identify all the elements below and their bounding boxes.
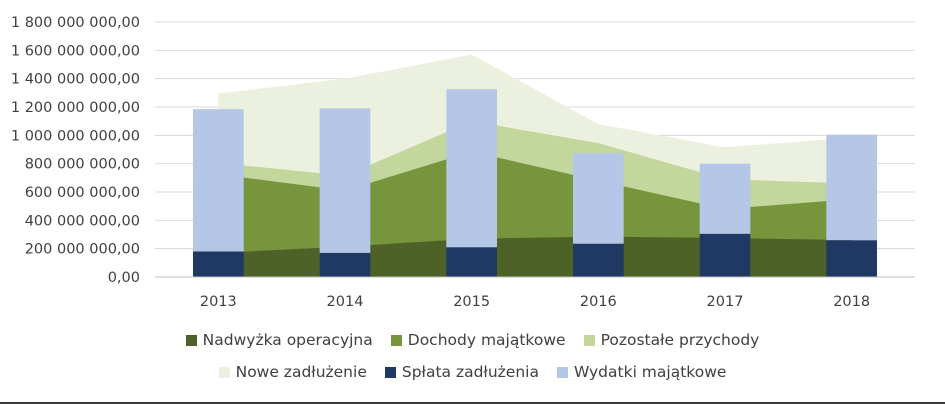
legend-label: Nowe zadłużenie [235, 363, 367, 381]
legend-swatch-nadwyzka-operacyjna [185, 334, 197, 346]
legend-swatch-nowe-zadluzenie [218, 366, 230, 378]
legend-label: Nadwyżka operacyjna [202, 331, 373, 349]
y-tick-label: 1 000 000 000,00 [11, 128, 140, 144]
y-tick-label: 1 200 000 000,00 [11, 100, 140, 116]
x-tick-label: 2014 [327, 294, 364, 310]
area-nadwyzka-operacyjna [218, 236, 852, 277]
legend-row-1: Nadwyżka operacyjna Dochody majątkowe Po… [0, 324, 945, 356]
legend: Nadwyżka operacyjna Dochody majątkowe Po… [0, 324, 945, 388]
legend-label: Pozostałe przychody [600, 331, 760, 349]
y-tick-label: 1 800 000 000,00 [11, 15, 140, 31]
legend-item: Nadwyżka operacyjna [185, 331, 373, 349]
y-tick-label: 400 000 000,00 [25, 213, 140, 229]
legend-item: Wydatki majątkowe [556, 363, 727, 381]
legend-row-2: Nowe zadłużenie Spłata zadłużenia Wydatk… [0, 356, 945, 388]
legend-swatch-wydatki-majatkowe [556, 366, 568, 378]
chart-plot: 0,00 200 000 000,00 400 000 000,00 600 000 … [11, 15, 915, 310]
bar-series-group [193, 89, 877, 277]
x-tick-label: 2015 [453, 294, 490, 310]
y-tick-label: 1 400 000 000,00 [11, 72, 140, 88]
bar-wydatki-majątkowe [826, 134, 877, 241]
legend-item: Spłata zadłużenia [384, 363, 539, 381]
legend-label: Dochody majątkowe [407, 331, 566, 349]
x-tick-label: 2017 [707, 294, 744, 310]
bar-spłata-zadłużenia [193, 251, 244, 277]
bar-spłata-zadłużenia [826, 240, 877, 277]
bar-spłata-zadłużenia [573, 243, 624, 277]
bar-wydatki-majątkowe [319, 108, 371, 253]
bar-spłata-zadłużenia [699, 233, 751, 277]
bar-spłata-zadłużenia [446, 247, 497, 277]
legend-item: Dochody majątkowe [390, 331, 566, 349]
y-tick-label: 0,00 [108, 270, 140, 286]
y-tick-label: 1 600 000 000,00 [11, 43, 140, 59]
area-series-group [218, 54, 852, 278]
legend-swatch-dochody-majatkowe [390, 334, 402, 346]
legend-item: Pozostałe przychody [583, 331, 760, 349]
bar-wydatki-majątkowe [699, 163, 751, 234]
y-tick-label: 600 000 000,00 [25, 185, 140, 201]
bar-spłata-zadłużenia [319, 252, 371, 277]
legend-label: Spłata zadłużenia [401, 363, 539, 381]
x-tick-label: 2016 [580, 294, 617, 310]
legend-item: Nowe zadłużenie [218, 363, 367, 381]
bar-wydatki-majątkowe [573, 153, 624, 244]
bar-wydatki-majątkowe [193, 109, 244, 252]
y-tick-label: 800 000 000,00 [25, 157, 140, 173]
axes: 0,00 200 000 000,00 400 000 000,00 600 000 … [11, 15, 915, 310]
bottom-border [0, 402, 945, 404]
x-tick-label: 2013 [200, 294, 237, 310]
legend-swatch-pozostale-przychody [583, 334, 595, 346]
x-tick-label: 2018 [833, 294, 870, 310]
legend-label: Wydatki majątkowe [573, 363, 727, 381]
bar-wydatki-majątkowe [446, 89, 497, 248]
y-tick-label: 200 000 000,00 [25, 242, 140, 258]
legend-swatch-splata-zadluzenia [384, 366, 396, 378]
